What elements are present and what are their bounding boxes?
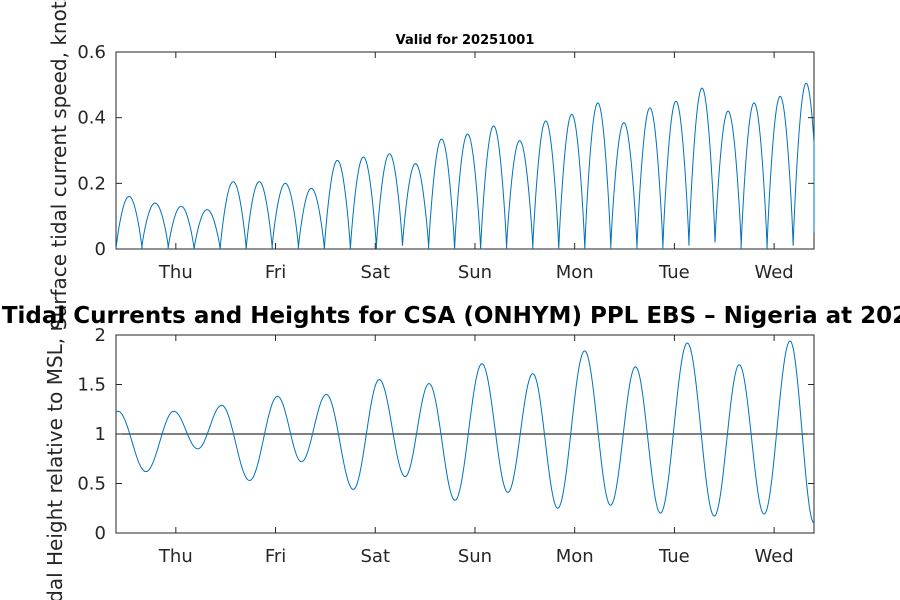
tidal-height-xtick-label: Mon xyxy=(556,546,594,567)
tidal-height-series-line xyxy=(115,340,815,524)
current-speed-xtick-label: Mon xyxy=(556,262,594,283)
current-speed-xtick-label: Fri xyxy=(265,262,286,283)
tidal-height-title: Tidal Currents and Heights for CSA (ONHY… xyxy=(2,303,900,329)
current-speed-ytick-label: 0.2 xyxy=(77,173,106,194)
tidal-height-ytick-label: 0.5 xyxy=(77,474,106,495)
tidal-height-ytick-label: 0 xyxy=(95,523,106,544)
current-speed-ylabel: Surface tidal current speed, knots xyxy=(47,0,71,330)
tidal-height-xtick-label: Thu xyxy=(158,546,193,567)
tidal-height-xtick-label: Wed xyxy=(754,546,793,567)
tidal-height-ylabel: Tidal Height relative to MSL, m xyxy=(43,312,67,600)
tidal-height-xtick-label: Fri xyxy=(265,546,286,567)
current-speed-ytick-label: 0.6 xyxy=(77,42,106,63)
current-speed-xtick-label: Sun xyxy=(458,262,492,283)
current-speed-ytick-label: 0.4 xyxy=(77,108,106,129)
current-speed-xtick-label: Thu xyxy=(158,262,193,283)
tidal-height-ytick-label: 2 xyxy=(95,325,106,346)
tidal-height-ytick-label: 1.5 xyxy=(77,375,106,396)
tidal-height-ytick-label: 1 xyxy=(95,424,106,445)
current-speed-ytick-label: 0 xyxy=(95,239,106,260)
current-speed-series-line xyxy=(115,82,815,250)
current-speed-xtick-label: Sat xyxy=(360,262,390,283)
current-speed-xtick-label: Wed xyxy=(754,262,793,283)
current-speed-plot-frame xyxy=(115,51,815,250)
current-speed-title: Valid for 20251001 xyxy=(396,33,535,48)
current-speed-axes: 0 0.2 0.4 0.6 Thu Fri Sat Sun Mon Tue Wed Valid f… xyxy=(47,0,815,330)
tidal-height-xtick-label: Sat xyxy=(360,546,390,567)
current-speed-xtick-label: Tue xyxy=(658,262,690,283)
tidal-height-xtick-label: Sun xyxy=(458,546,492,567)
tidal-height-axes: 0 0.5 1 1.5 2 Thu Fri Sat Sun Mon Tue Wed Tidal He… xyxy=(2,303,900,600)
tidal-height-xtick-label: Tue xyxy=(658,546,690,567)
